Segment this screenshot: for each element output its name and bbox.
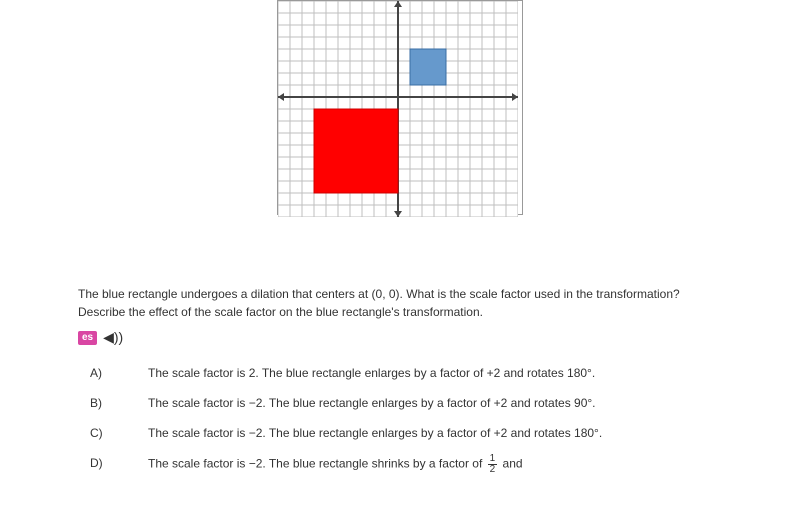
language-icon[interactable]: es	[78, 331, 97, 345]
answer-label: B)	[90, 394, 148, 410]
answer-d-suffix: and	[499, 457, 522, 471]
answer-d[interactable]: D) The scale factor is −2. The blue rect…	[90, 454, 722, 475]
coordinate-graph	[277, 0, 523, 215]
answer-d-prefix: The scale factor is −2. The blue rectang…	[148, 457, 486, 471]
answer-b[interactable]: B) The scale factor is −2. The blue rect…	[90, 394, 722, 412]
question-section: The blue rectangle undergoes a dilation …	[0, 285, 800, 475]
answer-text: The scale factor is 2. The blue rectangl…	[148, 364, 595, 382]
question-text: The blue rectangle undergoes a dilation …	[78, 285, 722, 321]
answer-list: A) The scale factor is 2. The blue recta…	[90, 364, 722, 475]
icon-row: es ◀))	[78, 329, 722, 346]
answer-label: C)	[90, 424, 148, 440]
answer-text: The scale factor is −2. The blue rectang…	[148, 454, 523, 475]
answer-text: The scale factor is −2. The blue rectang…	[148, 424, 602, 442]
answer-c[interactable]: C) The scale factor is −2. The blue rect…	[90, 424, 722, 442]
audio-icon[interactable]: ◀))	[103, 329, 123, 346]
graph-svg	[278, 1, 518, 217]
fraction-icon: 12	[488, 454, 498, 475]
answer-a[interactable]: A) The scale factor is 2. The blue recta…	[90, 364, 722, 382]
answer-label: D)	[90, 454, 148, 470]
answer-text: The scale factor is −2. The blue rectang…	[148, 394, 596, 412]
answer-label: A)	[90, 364, 148, 380]
